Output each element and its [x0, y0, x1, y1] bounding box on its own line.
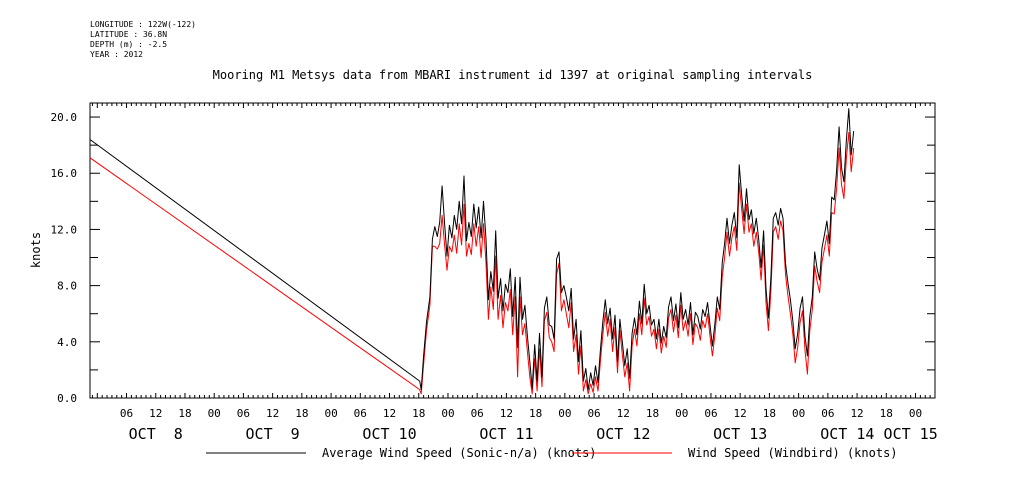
meta-latitude: LATITUDE : 36.8N: [90, 30, 168, 39]
legend-label-windbird: Wind Speed (Windbird) (knots): [688, 446, 898, 460]
y-axis-ticks: 0.0 4.0 8.0 12.0 16.0 20.0: [51, 111, 935, 405]
x-tick-label: 18: [529, 407, 542, 420]
y-axis-label: knots: [29, 232, 43, 268]
x-tick-label: 18: [178, 407, 191, 420]
y-tick-label: 16.0: [51, 167, 78, 180]
y-tick-label: 0.0: [57, 392, 77, 405]
x-tick-label: 06: [354, 407, 367, 420]
x-tick-label: 00: [208, 407, 221, 420]
series-lines: [89, 108, 855, 395]
x-tick-label: 00: [909, 407, 922, 420]
x-day-label: OCT 14: [820, 425, 874, 443]
meta-depth: DEPTH (m) : -2.5: [90, 40, 168, 49]
x-tick-label: 12: [149, 407, 162, 420]
x-tick-label: 12: [617, 407, 630, 420]
meta-longitude: LONGITUDE : 122W(-122): [90, 20, 196, 29]
metadata-block: LONGITUDE : 122W(-122) LATITUDE : 36.8N …: [90, 20, 196, 60]
x-tick-label: 06: [471, 407, 484, 420]
x-tick-label: 18: [295, 407, 308, 420]
x-tick-label: 06: [821, 407, 834, 420]
legend-label-sonic: Average Wind Speed (Sonic-n/a) (knots): [322, 446, 597, 460]
series-line-windbird: [89, 132, 855, 395]
x-tick-label: 12: [383, 407, 396, 420]
x-tick-label: 00: [441, 407, 454, 420]
x-tick-label: 00: [675, 407, 688, 420]
x-tick-label: 18: [646, 407, 659, 420]
x-tick-label: 06: [704, 407, 717, 420]
meta-year: YEAR : 2012: [90, 50, 143, 59]
x-tick-label: 18: [880, 407, 893, 420]
series-line-sonic: [89, 108, 855, 391]
x-day-label: OCT 8: [129, 425, 183, 443]
x-tick-label: 12: [266, 407, 279, 420]
x-day-label: OCT 11: [479, 425, 533, 443]
x-day-label: OCT 12: [596, 425, 650, 443]
x-day-label: OCT 9: [246, 425, 300, 443]
x-tick-label: 18: [412, 407, 425, 420]
x-tick-label: 06: [587, 407, 600, 420]
x-day-label: OCT 10: [362, 425, 416, 443]
y-tick-label: 4.0: [57, 336, 77, 349]
plot-frame: [89, 102, 936, 399]
x-tick-label: 18: [763, 407, 776, 420]
x-tick-label: 06: [237, 407, 250, 420]
x-tick-label: 12: [850, 407, 863, 420]
x-tick-label: 12: [500, 407, 513, 420]
x-tick-label: 06: [120, 407, 133, 420]
y-tick-label: 12.0: [51, 223, 78, 236]
legend: Average Wind Speed (Sonic-n/a) (knots) W…: [206, 446, 898, 460]
x-axis-ticks: 06 12 18 00 06 12 18 00 06 12 18 00 06 12 18 00 06 12 18 00…: [91, 103, 938, 443]
y-tick-label: 20.0: [51, 111, 78, 124]
y-tick-label: 8.0: [57, 280, 77, 293]
x-day-label: OCT 15: [884, 425, 938, 443]
chart-title: Mooring M1 Metsys data from MBARI instru…: [212, 68, 813, 82]
x-tick-label: 00: [792, 407, 805, 420]
x-tick-label: 00: [558, 407, 571, 420]
x-tick-label: 12: [734, 407, 747, 420]
x-tick-label: 00: [324, 407, 337, 420]
x-day-label: OCT 13: [713, 425, 767, 443]
